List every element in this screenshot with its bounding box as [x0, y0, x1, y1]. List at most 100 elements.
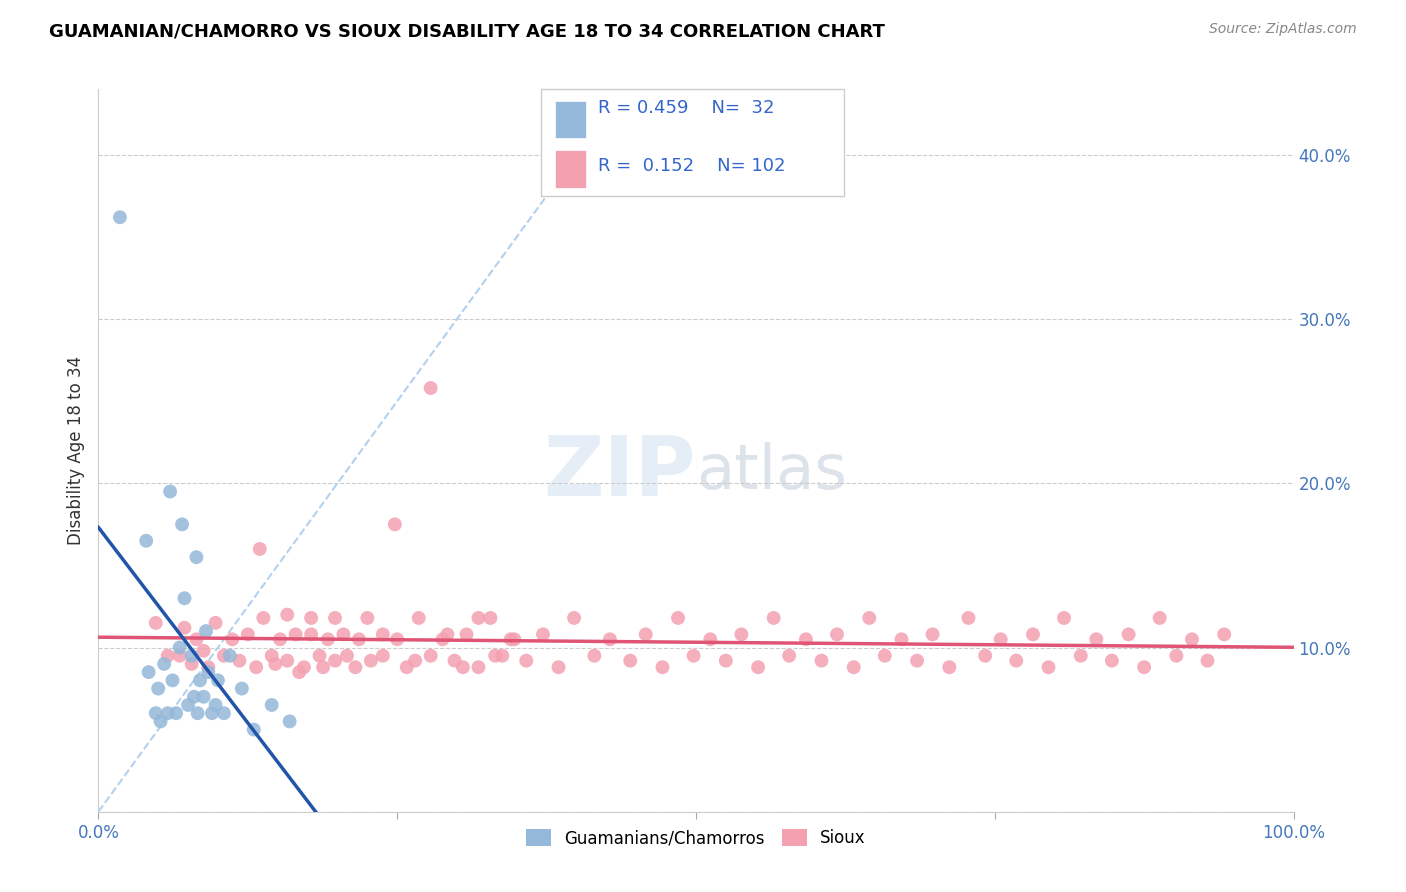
Y-axis label: Disability Age 18 to 34: Disability Age 18 to 34: [66, 356, 84, 545]
Point: [316, 632, 339, 647]
Point: [699, 632, 721, 647]
Point: [169, 648, 191, 663]
Point: [1181, 632, 1204, 647]
Point: [172, 517, 194, 532]
Point: [384, 517, 406, 532]
Point: [599, 632, 621, 647]
Text: ZIP: ZIP: [544, 432, 696, 513]
Point: [730, 627, 752, 641]
Point: [323, 611, 346, 625]
Point: [562, 611, 585, 625]
Point: [299, 627, 322, 641]
Text: R =  0.152    N= 102: R = 0.152 N= 102: [598, 157, 785, 175]
Point: [201, 706, 224, 721]
Point: [1149, 611, 1171, 625]
Point: [1005, 654, 1028, 668]
Point: [1101, 654, 1123, 668]
Point: [356, 611, 378, 625]
Point: [825, 627, 848, 641]
Point: [180, 648, 202, 663]
Point: [269, 632, 291, 647]
Point: [231, 681, 253, 696]
Point: [108, 211, 131, 225]
Point: [408, 611, 430, 625]
Point: [212, 648, 235, 663]
Point: [1118, 627, 1140, 641]
Point: [221, 632, 243, 647]
Point: [249, 541, 271, 556]
Point: [332, 627, 354, 641]
Point: [419, 648, 441, 663]
Point: [288, 665, 311, 680]
Point: [180, 657, 202, 671]
Point: [666, 611, 689, 625]
Point: [456, 627, 478, 641]
Point: [395, 660, 418, 674]
Point: [162, 673, 184, 688]
Point: [159, 484, 181, 499]
Point: [173, 621, 195, 635]
Point: [299, 611, 322, 625]
Point: [138, 665, 160, 680]
Point: [169, 640, 191, 655]
Point: [762, 611, 785, 625]
Point: [186, 632, 208, 647]
Point: [1133, 660, 1156, 674]
Point: [278, 714, 301, 729]
Point: [1085, 632, 1108, 647]
Point: [531, 627, 554, 641]
Point: [177, 698, 200, 712]
Point: [243, 723, 266, 737]
Text: R = 0.459    N=  32: R = 0.459 N= 32: [598, 100, 775, 118]
Point: [385, 632, 409, 647]
Point: [491, 648, 513, 663]
Point: [149, 714, 172, 729]
Point: [503, 632, 526, 647]
Text: atlas: atlas: [696, 442, 846, 502]
Point: [371, 627, 394, 641]
Point: [974, 648, 997, 663]
Point: [1022, 627, 1045, 641]
Point: [651, 660, 673, 674]
Point: [432, 632, 454, 647]
Point: [207, 673, 229, 688]
Point: [547, 660, 569, 674]
Point: [204, 698, 226, 712]
Point: [484, 648, 506, 663]
Text: GUAMANIAN/CHAMORRO VS SIOUX DISABILITY AGE 18 TO 34 CORRELATION CHART: GUAMANIAN/CHAMORRO VS SIOUX DISABILITY A…: [49, 22, 886, 40]
Point: [905, 654, 928, 668]
Point: [228, 654, 250, 668]
Point: [467, 611, 489, 625]
Point: [236, 627, 259, 641]
Point: [747, 660, 769, 674]
Point: [193, 644, 215, 658]
Point: [682, 648, 704, 663]
Point: [1197, 654, 1219, 668]
Point: [188, 673, 211, 688]
Point: [873, 648, 896, 663]
Point: [148, 681, 170, 696]
Point: [156, 706, 179, 721]
Point: [276, 654, 298, 668]
Point: [990, 632, 1012, 647]
Point: [173, 591, 195, 606]
Text: Source: ZipAtlas.com: Source: ZipAtlas.com: [1209, 22, 1357, 37]
Point: [1070, 648, 1092, 663]
Point: [323, 654, 346, 668]
Point: [515, 654, 537, 668]
Point: [135, 533, 157, 548]
Point: [197, 665, 219, 680]
Point: [260, 698, 283, 712]
Point: [145, 706, 167, 721]
Point: [957, 611, 980, 625]
Point: [312, 660, 335, 674]
Point: [165, 706, 187, 721]
Point: [714, 654, 737, 668]
Point: [858, 611, 880, 625]
Point: [479, 611, 502, 625]
Point: [344, 660, 367, 674]
Point: [1166, 648, 1188, 663]
Point: [842, 660, 865, 674]
Point: [467, 660, 489, 674]
Point: [264, 657, 287, 671]
